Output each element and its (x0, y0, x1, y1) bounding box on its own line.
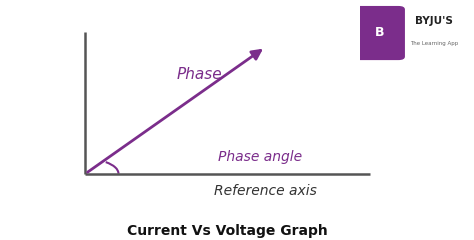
Text: B: B (374, 26, 384, 39)
FancyBboxPatch shape (354, 6, 405, 60)
Text: Reference axis: Reference axis (214, 184, 317, 198)
Text: BYJU'S: BYJU'S (415, 16, 453, 26)
Text: Phase angle: Phase angle (218, 150, 302, 164)
Text: Phase: Phase (176, 67, 222, 82)
Text: The Learning App: The Learning App (410, 42, 458, 47)
Text: Current Vs Voltage Graph: Current Vs Voltage Graph (127, 224, 328, 238)
